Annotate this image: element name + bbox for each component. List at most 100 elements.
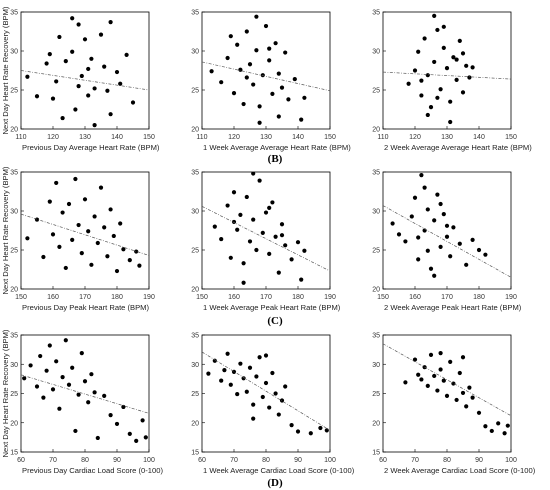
x-tick-label: 170 — [260, 294, 272, 301]
data-point — [406, 81, 411, 86]
data-point — [435, 95, 440, 100]
data-point — [295, 240, 301, 245]
y-tick-label: 35 — [10, 333, 18, 340]
data-point — [438, 367, 443, 372]
scatter-panel: 110 120 130 140 150 20 25 30 35 Previous Day Aver… — [1, 6, 160, 152]
data-point — [54, 79, 59, 84]
data-point — [483, 252, 488, 257]
data-point — [419, 173, 424, 178]
data-point — [444, 393, 450, 398]
x-tick-label: 150 — [15, 294, 27, 301]
data-point — [295, 429, 301, 434]
data-point — [441, 24, 446, 29]
data-point — [435, 192, 440, 197]
y-tick-label: 25 — [191, 248, 199, 255]
data-point — [270, 91, 275, 96]
scatter-panel: 150 160 170 180 190 20 25 30 35 1 Week Average Pe… — [191, 170, 341, 313]
y-tick-label: 15 — [10, 450, 18, 457]
scatter-panel: 110 120 130 140 150 20 25 30 35 2 Week Average Av… — [372, 10, 532, 153]
data-point — [457, 370, 462, 376]
data-point — [108, 20, 113, 25]
y-axis-label: Next Day Heart Rate Recovery (BPM) — [1, 329, 10, 457]
data-point — [254, 374, 259, 379]
data-point — [451, 55, 456, 60]
x-tick-label: 120 — [228, 134, 240, 141]
data-point — [102, 225, 107, 230]
data-point — [73, 107, 78, 112]
data-point — [70, 237, 75, 242]
y-tick-label: 35 — [191, 10, 199, 17]
trendline — [202, 351, 330, 431]
y-tick-label: 35 — [10, 10, 18, 17]
data-point — [57, 34, 62, 40]
data-point — [70, 16, 75, 21]
y-tick-label: 30 — [191, 49, 199, 56]
data-point — [435, 27, 440, 33]
data-point — [483, 424, 488, 429]
data-point — [25, 74, 30, 79]
panel-letter: (B) — [268, 153, 283, 165]
data-point — [460, 390, 466, 396]
data-point — [457, 38, 462, 43]
data-point — [263, 380, 269, 386]
y-axis-label: Next Day Heart Rate Recovery (BPM) — [1, 6, 10, 134]
data-point — [38, 353, 43, 359]
data-point — [432, 273, 437, 278]
data-point — [228, 255, 233, 260]
x-tick-label: 160 — [47, 294, 59, 301]
y-tick-label: 20 — [10, 127, 18, 134]
x-tick-label: 190 — [143, 294, 155, 301]
data-point — [60, 375, 65, 380]
y-tick-label: 25 — [10, 248, 18, 255]
data-point — [57, 244, 62, 249]
data-point — [444, 66, 450, 71]
data-point — [257, 120, 262, 125]
data-point — [289, 257, 294, 262]
data-point — [299, 117, 304, 122]
data-point — [44, 61, 49, 66]
data-point — [244, 389, 249, 394]
data-point — [270, 370, 275, 376]
y-axis-label: Next Day Heart Rate Recovery (BPM) — [1, 166, 10, 294]
data-point — [460, 355, 466, 360]
data-point — [257, 104, 262, 109]
data-point — [292, 76, 297, 82]
x-axis-label: 1 Week Average Peak Heart Rate (BPM) — [203, 303, 341, 312]
data-point — [438, 244, 443, 249]
data-point — [412, 68, 418, 73]
data-point — [438, 201, 443, 207]
data-point — [267, 251, 272, 256]
data-point — [489, 428, 494, 434]
scatter-panel: 60 70 80 90 100 15 20 25 30 35 Previous Day Cardia… — [1, 329, 163, 475]
data-point — [209, 69, 214, 74]
data-point — [238, 361, 243, 366]
data-point — [454, 57, 459, 62]
data-point — [244, 194, 249, 200]
data-point — [422, 185, 427, 190]
x-axis-label: 2 Week Average Peak Heart Rate (BPM) — [384, 303, 522, 312]
data-point — [86, 66, 91, 72]
data-point — [467, 385, 472, 390]
data-point — [76, 84, 81, 89]
y-tick-label: 15 — [372, 450, 380, 457]
data-point — [428, 266, 434, 271]
y-tick-label: 25 — [191, 88, 199, 95]
trendline — [21, 374, 149, 414]
data-point — [231, 190, 237, 195]
data-point — [28, 363, 33, 368]
data-point — [299, 277, 304, 282]
data-point — [89, 56, 94, 61]
data-point — [60, 210, 65, 215]
data-point — [92, 390, 97, 395]
data-point — [108, 413, 113, 418]
data-point — [444, 234, 450, 239]
data-point — [22, 376, 27, 381]
data-point — [289, 422, 294, 428]
data-point — [448, 254, 453, 259]
data-point — [467, 75, 472, 80]
trendline — [21, 70, 149, 91]
data-point — [470, 395, 475, 400]
data-point — [241, 376, 246, 381]
data-point — [241, 261, 246, 266]
data-point — [54, 180, 59, 186]
